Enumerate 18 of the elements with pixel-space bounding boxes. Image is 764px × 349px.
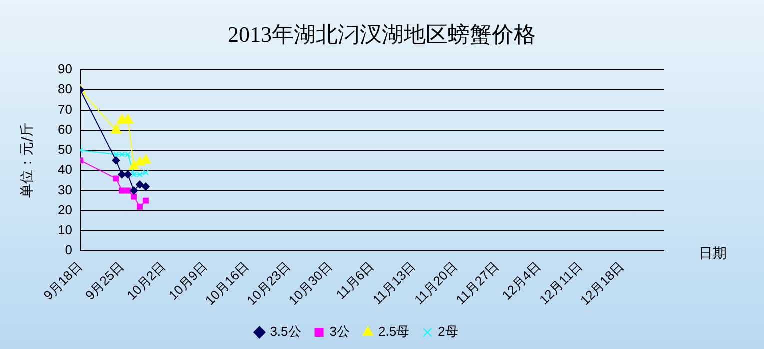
y-tick-label: 0 [65,242,72,258]
y-tick-label: 10 [58,222,72,238]
x-axis-title: 日期 [699,246,727,262]
chart-title: 2013年湖北汈汊湖地区螃蟹价格 [228,22,536,47]
y-tick-label: 60 [58,122,72,137]
y-tick-label: 80 [58,82,72,97]
y-tick-label: 50 [58,142,72,158]
y-axis-title: 单位：元/斤 [20,123,36,198]
x-tick-label: 10月2日 [124,258,168,304]
legend-label: 3公 [330,324,350,340]
y-tick-label: 90 [58,62,72,77]
y-tick-label: 30 [58,182,72,198]
legend-label: 2.5母 [378,324,410,340]
legend-label: 3.5公 [270,324,302,340]
y-tick-label: 40 [58,162,72,178]
legend-label: 2母 [438,324,458,340]
y-tick-label: 20 [58,202,72,218]
y-tick-label: 70 [58,102,72,117]
